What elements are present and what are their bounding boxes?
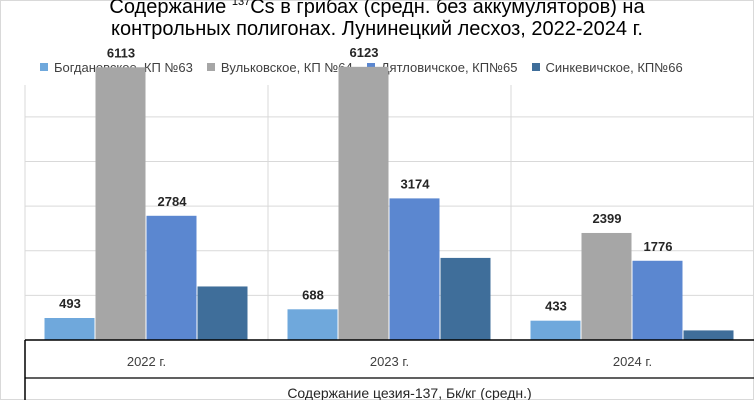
data-label: 6113: [107, 45, 135, 60]
legend-swatch: [531, 63, 540, 71]
title-prefix: Содержание: [109, 0, 232, 18]
bar: [95, 67, 146, 341]
legend-label: Богдановское, КП №63: [54, 59, 193, 75]
bar: [44, 318, 95, 340]
bar: [146, 215, 197, 340]
bar: [389, 198, 440, 340]
category-label: 2024 г.: [613, 354, 652, 369]
data-label: 3174: [401, 176, 431, 191]
bar: [581, 232, 632, 340]
legend-label: Вульковское, КП №64: [220, 59, 353, 75]
data-label: 2784: [158, 194, 188, 209]
legend-item: Синкевичское, КП№66: [531, 59, 683, 75]
title-superscript: 137: [231, 0, 251, 8]
legend-swatch: [40, 63, 48, 71]
data-label: 6123: [350, 45, 379, 60]
bar: [530, 320, 581, 340]
bar: [632, 260, 683, 340]
bar: [338, 66, 389, 340]
legend-item: Богдановское, КП №63: [40, 60, 193, 75]
data-label: 688: [302, 287, 324, 302]
legend-item: Вульковское, КП №64: [206, 59, 353, 75]
data-label: 1776: [644, 239, 673, 254]
title-suffix: Cs в грибах (средн. без аккумуляторов) н…: [250, 0, 645, 18]
data-label: 493: [59, 296, 81, 311]
chart-title-line1: Содержание 137Cs в грибах (средн. без ак…: [0, 0, 754, 19]
data-label: 433: [545, 299, 567, 314]
category-label: 2023 г.: [370, 354, 409, 369]
data-label: 2399: [593, 211, 622, 226]
legend-label: Синкевичское, КП№66: [545, 59, 683, 75]
bar: [287, 309, 338, 340]
bar: [440, 257, 491, 340]
legend-swatch: [206, 63, 215, 71]
chart-title-line2: контрольных полигонах. Лунинецкий лесхоз…: [111, 18, 643, 40]
bar: [197, 286, 248, 340]
bar: [683, 330, 734, 340]
legend-label: Дятловичское, КП№65: [380, 59, 518, 75]
chart-legend: Богдановское, КП №63 Вульковское, КП №64…: [40, 58, 697, 76]
x-axis-title: Содержание цезия-137, Бк/кг (средн.): [287, 385, 531, 400]
category-label: 2022 г.: [127, 354, 166, 369]
